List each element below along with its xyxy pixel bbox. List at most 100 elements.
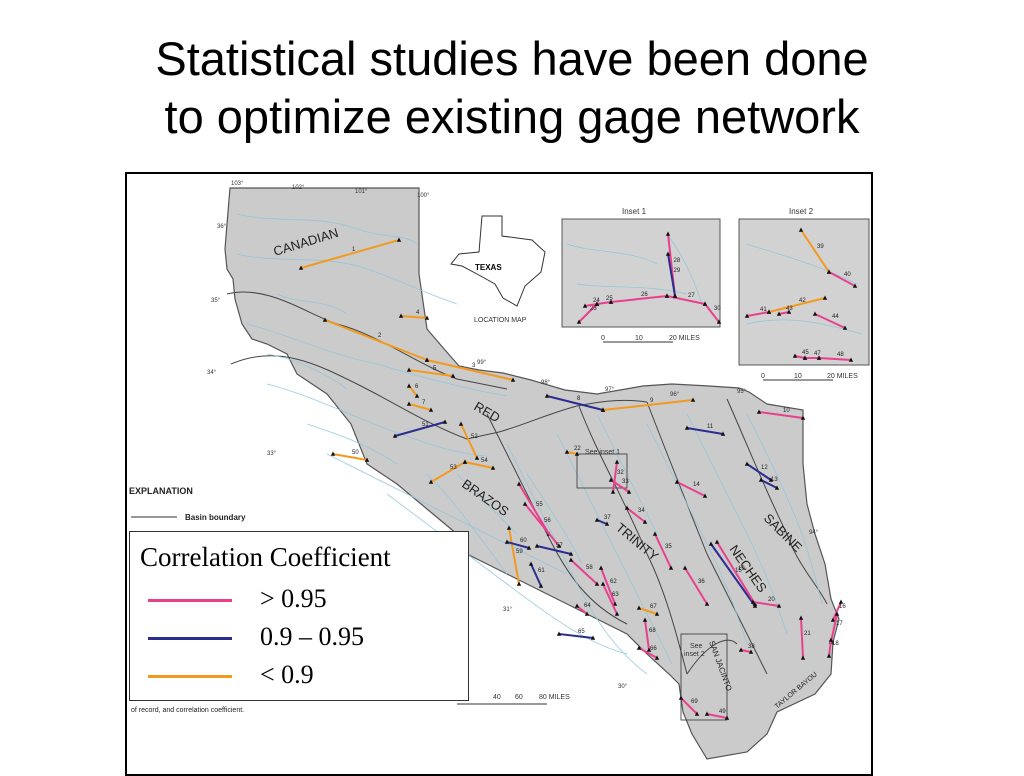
gage-marker-icon	[714, 539, 720, 544]
main-segment-12	[746, 463, 772, 481]
gage-marker-icon	[704, 601, 710, 606]
gage-marker-icon	[800, 415, 806, 420]
legend-label-high: > 0.95	[260, 584, 327, 613]
main-segment-59	[508, 527, 520, 585]
gage-marker-icon	[748, 649, 754, 654]
inset-2-segment-label-44: 44	[832, 314, 839, 320]
main-segment-label-32: 32	[617, 470, 624, 476]
inset-1-segment-label-23: 23	[590, 306, 597, 312]
main-segment-label-21: 21	[804, 631, 811, 637]
gage-marker-icon	[612, 601, 618, 606]
inset-1-segment-26	[610, 295, 668, 303]
inset-1-segment-29	[667, 253, 676, 297]
gage-marker-icon	[690, 397, 696, 402]
gage-marker-icon	[504, 539, 510, 544]
inset-1-segment-25	[596, 301, 612, 305]
gage-marker-icon	[450, 373, 456, 378]
gage-marker-icon	[768, 477, 774, 482]
gage-marker-icon	[834, 611, 840, 616]
gage-marker-icon	[556, 631, 562, 636]
gage-marker-icon	[642, 617, 648, 622]
inset-2-segment-label-48: 48	[837, 352, 844, 358]
inset-1: Inset 1 0 10 20 MILES	[561, 207, 721, 343]
gage-marker-icon	[708, 541, 714, 546]
inset-2-segment-label-47: 47	[814, 351, 821, 357]
gage-marker-icon	[576, 319, 582, 324]
longitude-label-100: 100°	[417, 193, 430, 199]
gage-marker-icon	[428, 407, 434, 412]
main-segment-60	[506, 541, 530, 549]
legend-label-mid: 0.9 – 0.95	[260, 622, 364, 651]
basin-region	[224, 187, 840, 760]
gage-marker-icon	[756, 409, 762, 414]
main-segment-32	[612, 461, 618, 493]
main-segment-label-22: 22	[574, 446, 581, 452]
main-segment-16	[832, 601, 842, 621]
inset-1-segment-label-24: 24	[593, 298, 600, 304]
latitude-label-33: 33°	[267, 451, 277, 457]
main-segment-65	[558, 633, 594, 639]
main-segment-13	[760, 479, 778, 489]
gage-marker-icon	[826, 653, 832, 658]
gage-marker-icon	[636, 645, 642, 650]
main-segment-62	[600, 567, 616, 605]
gage-marker-icon	[654, 655, 660, 660]
main-segment-label-38: 38	[748, 644, 755, 650]
main-segment-label-19: 19	[738, 566, 745, 572]
main-segment-17	[830, 613, 838, 643]
latitude-label-30: 30°	[618, 684, 628, 690]
inset-1-scale-0: 0	[601, 335, 605, 342]
gage-marker-icon	[322, 317, 328, 322]
gage-marker-icon	[704, 711, 710, 716]
gage-marker-icon	[852, 283, 858, 288]
gage-marker-icon	[364, 457, 370, 462]
main-segment-14	[676, 481, 706, 497]
main-segment-55	[518, 483, 550, 535]
main-segment-61	[530, 563, 542, 587]
gage-marker-icon	[600, 581, 606, 586]
inset-1-segment-30	[704, 303, 720, 323]
main-segment-label-57: 57	[556, 543, 563, 549]
main-segment-8	[546, 395, 604, 411]
gage-marker-icon	[646, 647, 652, 652]
main-segment-label-33: 33	[622, 479, 629, 485]
main-segment-37	[596, 519, 608, 525]
gage-marker-icon	[608, 477, 614, 482]
main-segment-51	[394, 421, 446, 437]
main-segment-label-10: 10	[783, 408, 790, 414]
main-segment-label-62: 62	[610, 579, 617, 585]
see-inset-2-box	[680, 633, 728, 721]
legend-line-low	[148, 675, 232, 678]
see-inset-1-box	[576, 453, 628, 489]
gage-marker-icon	[816, 355, 822, 360]
gage-marker-icon	[428, 479, 434, 484]
main-segment-label-5: 5	[433, 366, 437, 372]
main-segment-38	[740, 649, 752, 653]
see-inset-1-label: See inset 1	[585, 449, 620, 456]
gage-marker-icon	[582, 303, 588, 308]
main-segment-label-66: 66	[650, 646, 657, 652]
main-segment-label-37: 37	[604, 515, 611, 521]
main-segment-label-4: 4	[416, 310, 420, 316]
latitude-label-35: 35°	[211, 298, 221, 304]
main-segment-11	[686, 427, 724, 435]
slide-title-line-2: to optimize existing gage network	[164, 90, 860, 143]
main-segment-label-50: 50	[352, 450, 359, 456]
main-segment-36	[684, 567, 708, 605]
inset-2-segment-43	[778, 311, 790, 315]
gage-marker-icon	[665, 251, 671, 256]
gage-marker-icon	[442, 419, 448, 424]
gage-marker-icon	[406, 383, 412, 388]
gage-marker-icon	[694, 711, 700, 716]
gage-marker-icon	[614, 611, 620, 616]
gage-marker-icon	[682, 565, 688, 570]
longitude-label-102: 102°	[292, 185, 305, 191]
longitude-label-96: 96°	[670, 392, 680, 398]
main-segment-54	[464, 461, 494, 469]
gage-marker-icon	[584, 611, 590, 616]
gage-marker-icon	[626, 489, 632, 494]
gage-marker-icon	[812, 311, 818, 316]
gage-marker-icon	[668, 565, 674, 570]
main-segment-label-15: 15	[735, 568, 742, 574]
gage-marker-icon	[738, 647, 744, 652]
